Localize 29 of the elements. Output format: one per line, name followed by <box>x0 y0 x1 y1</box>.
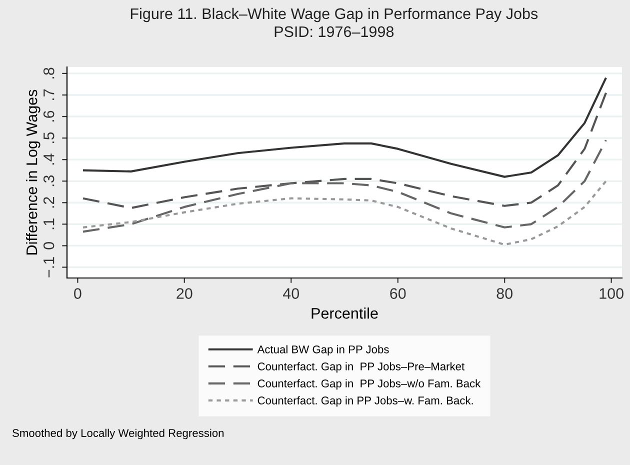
x-axis-title: Percentile <box>312 308 378 319</box>
y-tick-label: 0 <box>43 242 54 250</box>
text: Smoothed by Locally Weighted Regression <box>12 428 224 440</box>
line-series <box>82 92 608 210</box>
y-tick-label: .7 <box>44 89 54 100</box>
chart-subtitle: PSID: 1976–1998 <box>274 26 394 38</box>
line-series <box>82 180 608 246</box>
y-tick-label: .4 <box>44 154 54 165</box>
legend-label: Counterfact. Gap in PP Jobs–w. Fam. Back. <box>258 396 473 407</box>
chart-title: Figure 11. Black–White Wage Gap in Performance Pay Jobs <box>130 8 538 22</box>
y-axis-title: Difference in Log Wages <box>26 90 40 254</box>
legend-label: Counterfact. Gap in PP Jobs–w/o Fam. Back <box>258 379 481 390</box>
x-tick-label: 0 <box>74 288 82 299</box>
legend-label: Counterfact. Gap in PP Jobs–Pre–Market <box>258 362 464 373</box>
y-tick-label: .6 <box>43 110 54 122</box>
x-tick-label: 20 <box>176 288 192 299</box>
line-series <box>82 76 608 178</box>
y-tick-label: .5 <box>44 132 54 144</box>
y-tick-label: .2 <box>43 197 54 208</box>
y-tick-label: −.1 <box>44 257 54 278</box>
legend-label: Actual BW Gap in PP Jobs <box>257 345 389 356</box>
y-tick-label: .8 <box>43 68 54 78</box>
y-tick-label: .3 <box>43 175 54 186</box>
x-tick-label: 80 <box>496 288 512 299</box>
y-tick-label: .1 <box>44 218 54 230</box>
line-series <box>82 139 608 233</box>
x-tick-label: 60 <box>390 288 406 299</box>
x-tick-label: 40 <box>282 288 300 299</box>
x-tick-label: 100 <box>600 288 624 299</box>
